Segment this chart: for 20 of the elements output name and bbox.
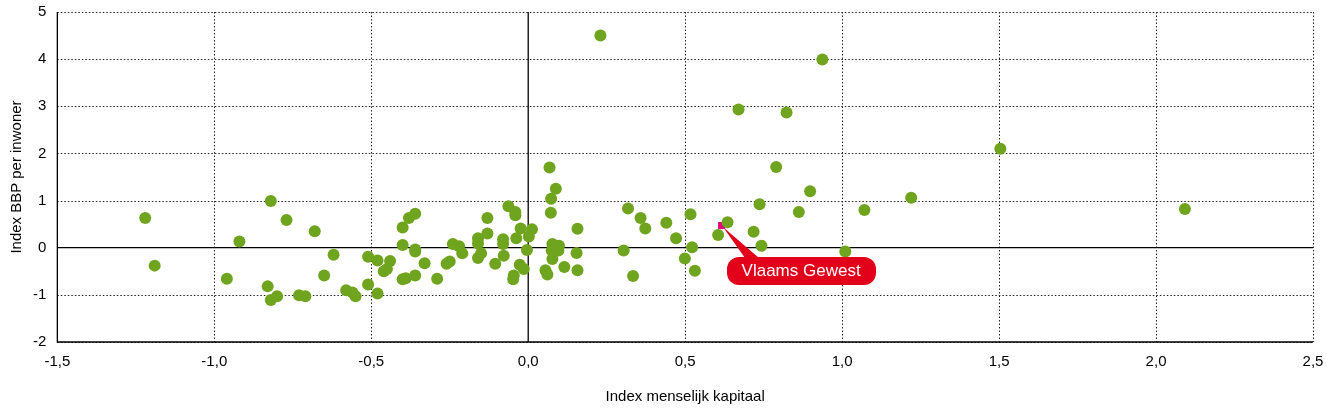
y-tick-label: 3 [37, 96, 47, 114]
y-tick-label: 1 [37, 190, 47, 208]
x-tick-label: 1,0 [831, 352, 853, 370]
y-tick-label: -1 [32, 285, 47, 302]
x-axis-title: Index menselijk kapitaal [605, 387, 765, 405]
x-tick-label: 0,5 [674, 352, 696, 370]
y-tick-label: 2 [37, 143, 47, 161]
x-tick-label: -1,0 [201, 352, 228, 370]
x-tick-label: -0,5 [358, 352, 385, 370]
y-axis-title: Index BBP per inwoner [7, 100, 25, 254]
y-tick-label: 4 [37, 49, 47, 67]
x-tick-label: 0,0 [517, 352, 539, 370]
y-tick-label: 5 [37, 2, 47, 20]
x-tick-label: -1,5 [44, 352, 71, 370]
y-tick-label: -2 [32, 332, 47, 350]
x-tick-label: 2,5 [1302, 352, 1324, 370]
x-tick-label: 1,5 [988, 352, 1010, 370]
x-tick-label: 2,0 [1145, 352, 1167, 370]
y-tick-label: 0 [37, 237, 47, 255]
text: Vlaams Gewest [726, 256, 876, 285]
